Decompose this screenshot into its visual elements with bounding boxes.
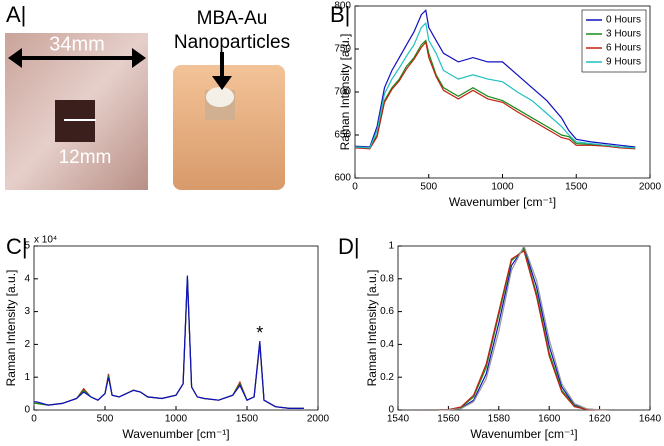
photo-panel: A| 34mm 12mm MBA-Au Nanoparticles (5, 0, 308, 196)
arrow-head (132, 48, 146, 68)
y-tick-label: 4 (24, 273, 30, 284)
x-tick-label: 1640 (639, 414, 662, 425)
y-tick-label: 0 (388, 405, 394, 416)
y-tick-label: 0.4 (380, 339, 394, 350)
y-tick-label: 3 (24, 306, 30, 317)
legend-label: 0 Hours (606, 15, 641, 26)
particle-label: MBA-Au (197, 8, 268, 29)
y-tick-label: 1 (24, 372, 30, 383)
y-tick-label: 0.6 (380, 306, 394, 317)
series-line (354, 39, 636, 149)
phantom-photo (173, 65, 285, 190)
sample-cap (206, 87, 234, 107)
y-tick-label: 750 (334, 44, 351, 55)
panel-label: C| (6, 234, 28, 259)
x-tick-label: 2000 (639, 182, 662, 193)
chart: D| 1540 1560 1580 1600 1620 1640 0 0.2 0.4 0.6 0.8 1… (338, 234, 662, 441)
y-tick-label: 600 (334, 173, 351, 184)
y-tick-label: 0.2 (380, 372, 394, 383)
y-tick-label: 1 (388, 241, 394, 252)
x-tick-label: 1540 (387, 414, 410, 425)
y-tick-label: 650 (334, 130, 351, 141)
panel-label: D| (338, 234, 360, 259)
y-tick-label: 0.8 (380, 273, 394, 284)
x-tick-label: 0 (31, 414, 37, 425)
x-axis-label: Wavenumber [cm⁻¹] (470, 427, 577, 441)
y-tick-label: 5 (24, 241, 30, 252)
series-line (354, 40, 636, 150)
x-axis-label: Wavenumber [cm⁻¹] (449, 195, 556, 209)
y-tick-label: 800 (334, 1, 351, 12)
plot-area (397, 245, 651, 411)
x-tick-label: 1500 (565, 182, 588, 193)
y-tick-label: 0 (24, 405, 30, 416)
series-line (354, 21, 636, 149)
panel-label: B| (330, 2, 350, 27)
x-axis-label: Wavenumber [cm⁻¹] (122, 427, 229, 441)
hole-label: 12mm (59, 147, 112, 168)
series-line (34, 275, 304, 409)
arrow-head (8, 48, 22, 68)
width-label: 34mm (49, 33, 105, 55)
panel-label: A| (6, 2, 26, 27)
x-tick-label: 1000 (165, 414, 188, 425)
x-tick-label: 1000 (491, 182, 514, 193)
series-line (354, 9, 636, 148)
x-tick-label: 1500 (236, 414, 259, 425)
y-axis-label: Raman Intensity [a.u.] (4, 270, 18, 387)
legend-label: 3 Hours (606, 29, 641, 40)
y-tick-label: 2 (24, 339, 30, 350)
x-tick-label: 1560 (437, 414, 460, 425)
x-tick-label: 1620 (588, 414, 611, 425)
x-tick-label: 1600 (538, 414, 561, 425)
particle-label: Nanoparticles (174, 32, 290, 53)
y-axis-label: Raman Intensity [a.u.] (365, 270, 379, 387)
annotation: * (256, 323, 263, 343)
x-tick-label: 500 (420, 182, 437, 193)
plot-area (33, 245, 319, 411)
y-multiplier: x 10⁴ (34, 235, 57, 246)
x-tick-label: 2000 (307, 414, 330, 425)
chart: C| 0 500 1000 1500 2000 0 1 2 3 4 5 Wavenumber [cm⁻¹… (4, 234, 329, 441)
legend-label: 9 Hours (606, 57, 641, 68)
x-tick-label: 1580 (488, 414, 511, 425)
arrow-head (212, 76, 232, 90)
y-axis-label: Raman Intensity [a.u.] (338, 34, 352, 151)
x-tick-label: 500 (97, 414, 114, 425)
chart: B| 0 500 1000 1500 2000 600 650 700 750 800 Wavenum… (330, 1, 662, 210)
legend-label: 6 Hours (606, 43, 641, 54)
series-line (423, 244, 613, 411)
series-line (423, 249, 613, 411)
x-tick-label: 0 (352, 182, 358, 193)
y-tick-label: 700 (334, 87, 351, 98)
